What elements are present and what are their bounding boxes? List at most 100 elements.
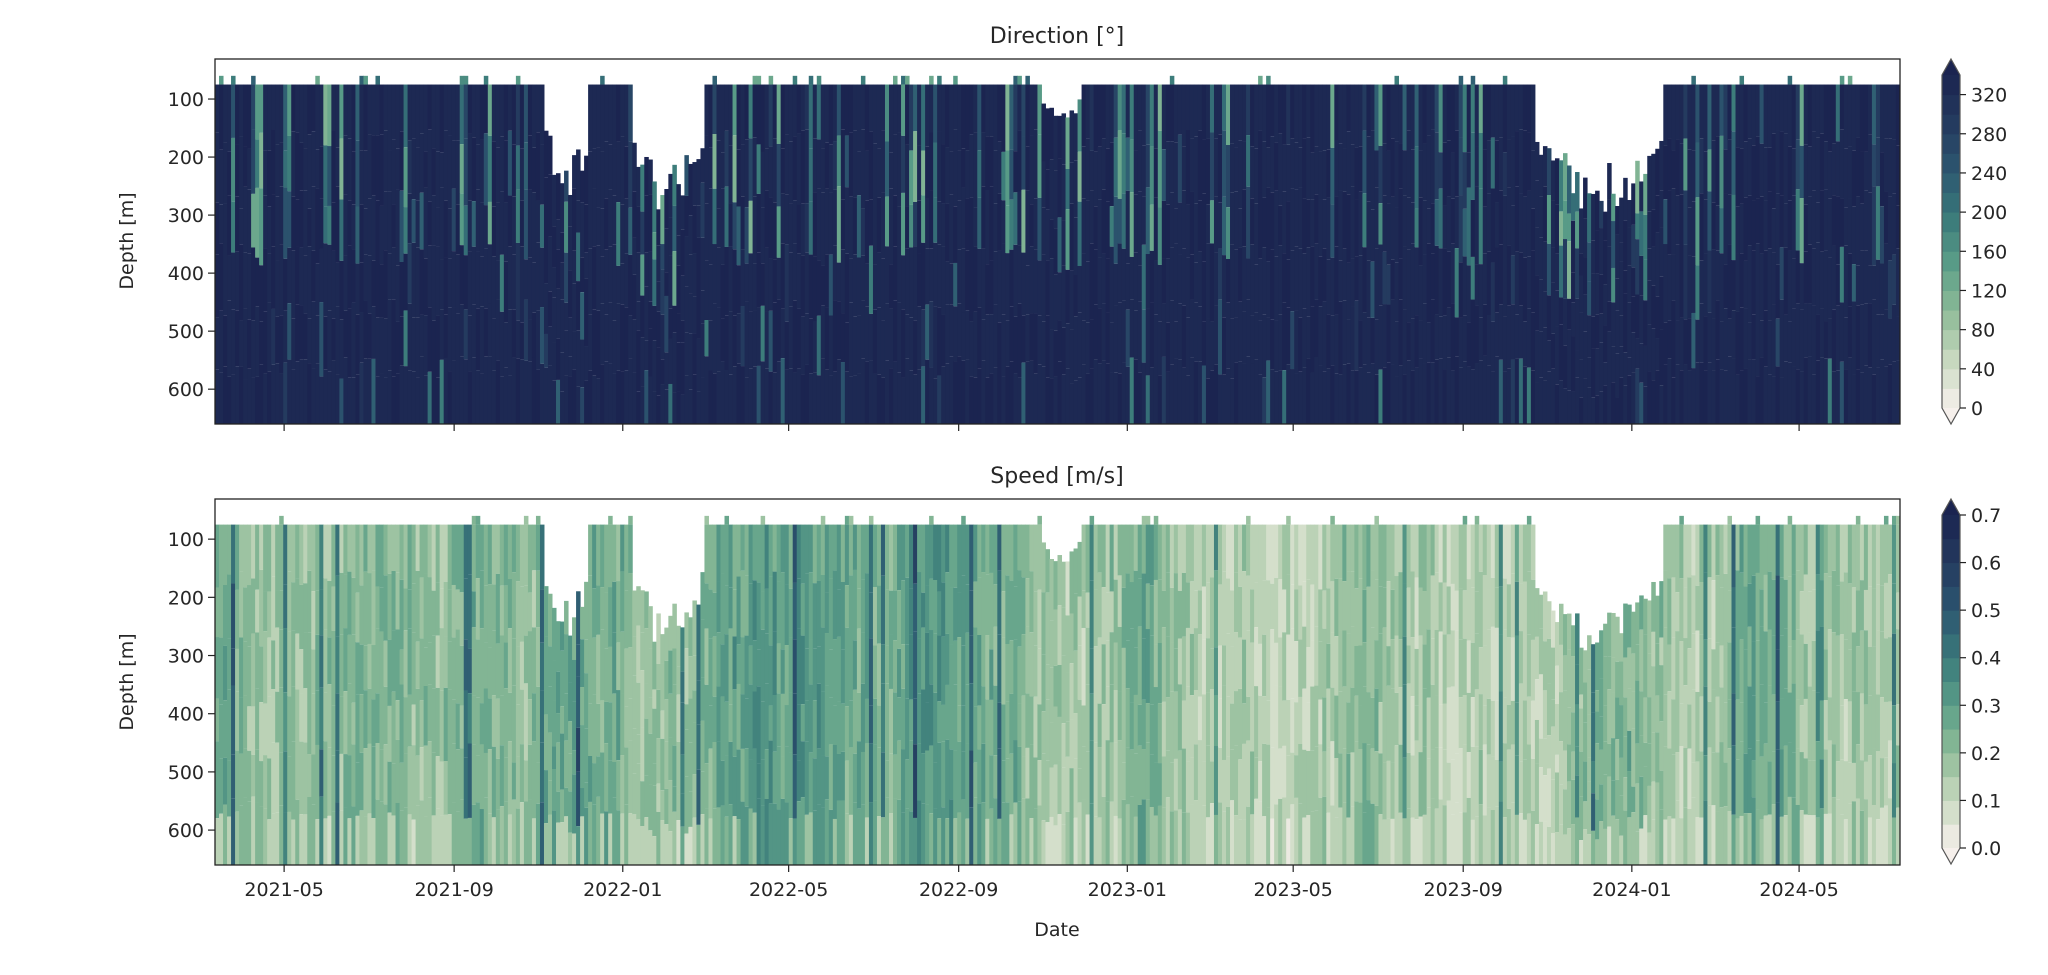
- heatmap-cell: [1114, 743, 1119, 816]
- heatmap-cell: [965, 743, 970, 819]
- heatmap-cell: [1732, 260, 1737, 310]
- heatmap-cell: [1760, 197, 1765, 254]
- heatmap-cell: [600, 257, 605, 304]
- heatmap-cell: [1571, 752, 1576, 780]
- heatmap-cell: [753, 749, 758, 813]
- heatmap-cell: [933, 525, 938, 580]
- colorbar-tick-label: 280: [1971, 124, 2007, 146]
- heatmap-cell: [1078, 377, 1083, 424]
- heatmap-cell: [608, 189, 613, 246]
- heatmap-cell: [303, 314, 308, 360]
- heatmap-cell: [1531, 209, 1536, 251]
- heatmap-cell: [1114, 816, 1119, 865]
- heatmap-cell: [1563, 656, 1568, 690]
- heatmap-cell: [676, 820, 681, 865]
- heatmap-cell: [520, 246, 525, 322]
- heatmap-cell: [749, 759, 754, 808]
- heatmap-cell: [789, 85, 794, 142]
- heatmap-cell: [452, 361, 457, 424]
- heatmap-cell: [608, 247, 613, 303]
- heatmap-cell: [1856, 138, 1861, 196]
- heatmap-cell: [307, 797, 312, 865]
- heatmap-cell: [789, 752, 794, 818]
- heatmap-cell: [1250, 316, 1255, 364]
- heatmap-cell: [941, 246, 946, 315]
- heatmap-cell: [1703, 254, 1708, 317]
- heatmap-cell: [1711, 371, 1716, 424]
- speed-heatmap: [215, 499, 1901, 865]
- heatmap-cell: [805, 85, 810, 130]
- heatmap-cell: [801, 797, 806, 865]
- heatmap-cell: [729, 704, 734, 742]
- heatmap-cell: [793, 583, 798, 639]
- heatmap-cell: [520, 85, 525, 149]
- heatmap-cell: [937, 743, 942, 819]
- heatmap-cell: [287, 631, 292, 696]
- heatmap-cell: [564, 601, 569, 634]
- heatmap-cell: [532, 262, 537, 312]
- heatmap-cell: [1435, 573, 1440, 630]
- heatmap-cell: [1511, 525, 1516, 574]
- heatmap-cell: [504, 202, 509, 262]
- heatmap-cell: [1330, 741, 1335, 805]
- heatmap-cell: [564, 741, 569, 788]
- heatmap-cell: [961, 149, 966, 188]
- heatmap-cell: [1748, 360, 1753, 424]
- heatmap-cell: [1868, 134, 1873, 192]
- heatmap-cell: [1740, 639, 1745, 702]
- heatmap-cell: [1699, 697, 1704, 752]
- heatmap-cell: [476, 144, 481, 189]
- heatmap-cell: [1487, 85, 1492, 141]
- heatmap-cell: [1037, 260, 1042, 315]
- heatmap-cell: [1583, 762, 1588, 802]
- heatmap-cell: [957, 525, 962, 593]
- heatmap-cell: [1066, 270, 1071, 323]
- heatmap-cell: [961, 188, 966, 249]
- heatmap-cell: [1663, 322, 1668, 365]
- heatmap-cell: [1146, 308, 1151, 375]
- heatmap-cell: [1427, 322, 1432, 362]
- heatmap-cell: [319, 302, 324, 377]
- heatmap-cell: [1631, 296, 1636, 332]
- heatmap-cell: [1202, 193, 1207, 262]
- heatmap-cell: [580, 639, 585, 687]
- heatmap-cell: [745, 698, 750, 748]
- heatmap-cell: [379, 690, 384, 750]
- heatmap-cell: [388, 762, 393, 813]
- heatmap-cell: [1587, 669, 1592, 714]
- heatmap-cell: [1675, 800, 1680, 865]
- heatmap-cell: [1543, 187, 1548, 242]
- heatmap-cell: [1507, 750, 1512, 809]
- heatmap-cell: [1475, 85, 1480, 147]
- heatmap-cell: [1174, 692, 1179, 759]
- heatmap-cell: [1691, 151, 1696, 202]
- heatmap-cell: [933, 379, 938, 424]
- heatmap-cell: [1611, 738, 1616, 781]
- heatmap-cell: [616, 142, 621, 203]
- heatmap-cell: [367, 525, 372, 573]
- heatmap-cell: [1864, 191, 1869, 251]
- heatmap-cell: [1419, 359, 1424, 424]
- heatmap-cell: [472, 305, 477, 358]
- heatmap-cell: [1017, 131, 1022, 192]
- heatmap-cell: [757, 76, 762, 85]
- heatmap-cell: [1619, 378, 1624, 424]
- heatmap-cell: [295, 800, 300, 865]
- heatmap-cell: [1695, 320, 1700, 363]
- heatmap-cell: [1727, 516, 1732, 525]
- heatmap-cell: [945, 572, 950, 634]
- heatmap-cell: [1740, 85, 1745, 149]
- heatmap-cell: [1551, 833, 1556, 865]
- heatmap-cell: [560, 622, 565, 651]
- heatmap-cell: [279, 245, 284, 316]
- heatmap-cell: [452, 525, 457, 585]
- heatmap-cell: [424, 85, 429, 152]
- heatmap-cell: [921, 689, 926, 753]
- heatmap-cell: [1222, 525, 1227, 572]
- heatmap-cell: [1326, 813, 1331, 865]
- heatmap-cell: [1126, 641, 1131, 689]
- heatmap-cell: [901, 378, 906, 424]
- heatmap-cell: [1768, 321, 1773, 375]
- heatmap-cell: [929, 525, 934, 579]
- heatmap-cell: [708, 85, 713, 148]
